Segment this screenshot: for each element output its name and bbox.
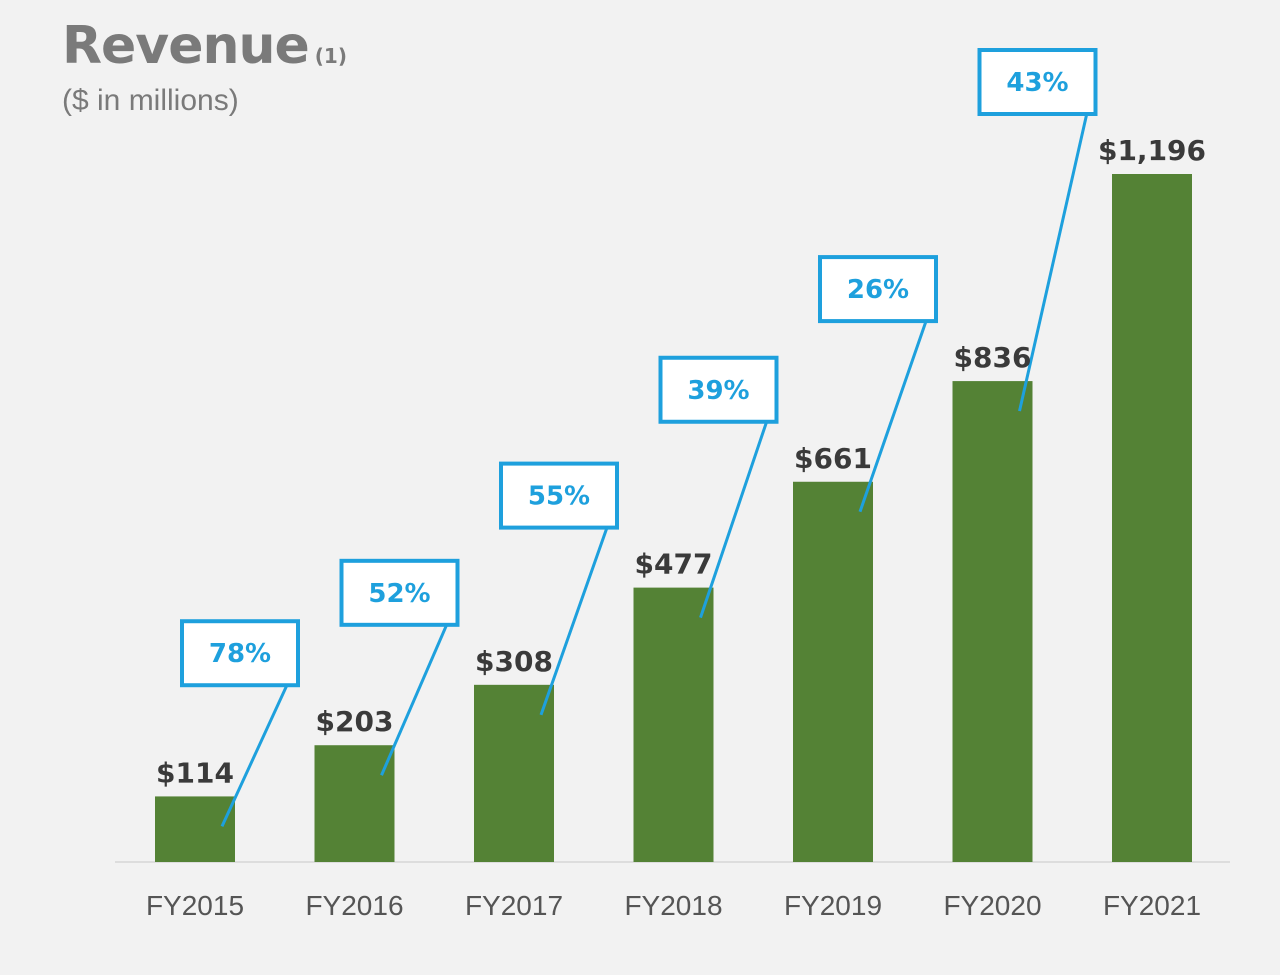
value-label: $477 <box>635 548 713 581</box>
value-label: $308 <box>475 645 553 678</box>
growth-arrow <box>380 612 453 776</box>
growth-box <box>499 461 619 530</box>
growth-arrows-layer <box>180 48 1098 828</box>
growth-label: 26% <box>847 275 909 305</box>
growth-label: 39% <box>687 376 749 406</box>
growth-arrow <box>539 514 613 716</box>
growth-arrow <box>1018 101 1093 412</box>
bars-layer <box>115 174 1230 863</box>
labels-layer: $114 FY2015 $203 FY2016 $308 FY2017 $477 FY2018… <box>146 68 1206 921</box>
growth-box <box>658 355 779 424</box>
growth-label: 55% <box>528 482 590 512</box>
category-label: FY2021 <box>1103 890 1201 921</box>
chart-subtitle: ($ in millions) <box>62 84 239 117</box>
category-label: FY2019 <box>784 890 882 921</box>
chart-title-text: Revenue <box>62 16 310 76</box>
chart-header: Revenue (1) ($ in millions) <box>62 20 347 116</box>
growth-label: 43% <box>1006 68 1068 98</box>
category-label: FY2017 <box>465 890 563 921</box>
growth-arrow <box>699 408 773 619</box>
bar-fy2020 <box>952 381 1033 862</box>
value-label: $836 <box>954 341 1032 374</box>
category-label: FY2015 <box>146 890 244 921</box>
value-label: $203 <box>316 705 394 738</box>
growth-box <box>180 619 300 688</box>
category-label: FY2018 <box>624 890 722 921</box>
bar-fy2021 <box>1112 174 1192 862</box>
bar-fy2015 <box>155 796 235 862</box>
bar-fy2016 <box>314 745 395 862</box>
footnote-marker: (1) <box>314 44 347 68</box>
category-label: FY2020 <box>943 890 1041 921</box>
growth-box <box>977 48 1098 116</box>
growth-box <box>339 558 460 627</box>
value-label: $114 <box>156 756 234 789</box>
growth-arrow <box>220 672 294 828</box>
chart-title: Revenue (1) <box>62 20 347 72</box>
category-label: FY2016 <box>305 890 403 921</box>
value-label: $661 <box>794 442 872 475</box>
growth-box <box>818 255 938 324</box>
growth-label: 52% <box>368 579 430 609</box>
bar-fy2019 <box>793 481 873 862</box>
value-label: $1,196 <box>1098 134 1206 167</box>
growth-label: 78% <box>209 639 271 669</box>
growth-arrow <box>858 308 932 513</box>
bar-fy2018 <box>633 587 714 862</box>
